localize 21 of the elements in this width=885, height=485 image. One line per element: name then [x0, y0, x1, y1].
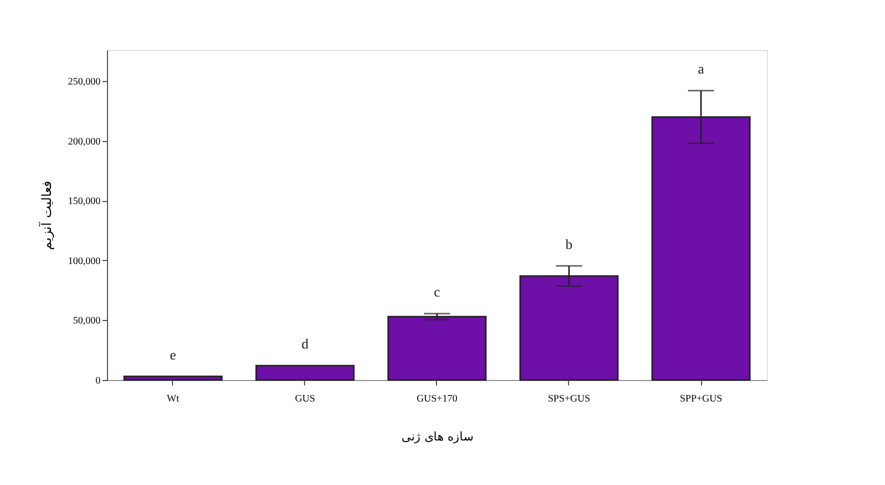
annotation: d	[302, 338, 308, 353]
x-tick-label: SPS+GUS	[548, 394, 590, 404]
annotation: a	[698, 62, 705, 78]
x-tick-label: GUS	[294, 394, 316, 404]
y-tick-label: 0	[96, 376, 100, 386]
y-tick-label: 50,000	[73, 316, 100, 327]
x-tick-label: SPP+GUS	[680, 394, 722, 404]
x-tick-label: Wt	[166, 394, 180, 404]
bar	[123, 376, 223, 381]
annotation: b	[566, 238, 572, 253]
annotation: c	[434, 286, 440, 301]
y-tick-label: 200,000	[68, 136, 100, 148]
y-tick-label: 150,000	[68, 196, 100, 208]
annotation: e	[170, 348, 176, 364]
x-tick-label: GUS+170	[416, 394, 458, 404]
bar	[387, 316, 487, 381]
bar	[255, 364, 355, 381]
x-axis-title: سازه های ژنی	[402, 430, 474, 444]
y-tick-label: 100,000	[68, 256, 100, 267]
y-axis-title: فعالیت آنزیم	[38, 180, 55, 250]
y-tick-label: 250,000	[68, 76, 100, 88]
